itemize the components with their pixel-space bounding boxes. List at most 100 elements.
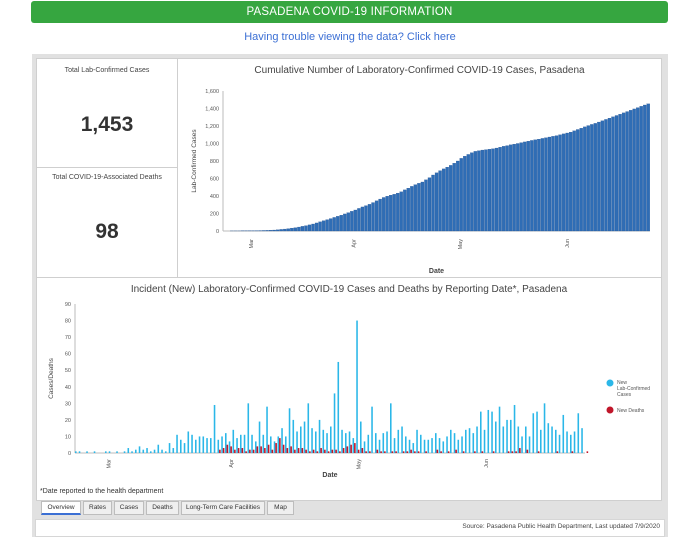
cumulative-bar <box>385 196 389 232</box>
new-cases-bar <box>315 431 317 453</box>
new-deaths-bar <box>474 451 476 453</box>
new-deaths-bar <box>436 449 439 453</box>
cumulative-bar <box>449 165 453 232</box>
cumulative-bar <box>276 229 280 232</box>
cumulative-bar <box>389 195 393 232</box>
new-cases-bar <box>86 451 88 453</box>
cumulative-bar <box>572 130 576 232</box>
tab-overview[interactable]: Overview <box>41 501 81 515</box>
cumulative-chart-panel: Cumulative Number of Laboratory-Confirme… <box>177 58 662 278</box>
new-deaths-bar <box>309 451 311 453</box>
cumulative-bar <box>410 186 414 232</box>
new-cases-bar <box>161 449 163 453</box>
cumulative-bar <box>381 197 386 232</box>
new-deaths-bar <box>395 451 397 453</box>
cumulative-bar <box>336 216 340 232</box>
cumulative-bar <box>343 213 347 232</box>
new-deaths-bar <box>586 451 589 453</box>
x-tick-label: Mar <box>249 239 255 249</box>
x-tick-label: Apr <box>351 239 357 248</box>
new-cases-bar <box>506 419 508 453</box>
new-cases-bar <box>255 441 257 453</box>
trouble-viewing-link[interactable]: Having trouble viewing the data? Click h… <box>244 31 456 43</box>
new-deaths-bar <box>324 449 326 453</box>
cumulative-bar <box>272 229 276 232</box>
new-cases-bar <box>183 443 186 453</box>
new-cases-bar <box>540 429 542 453</box>
new-deaths-bar <box>462 451 465 453</box>
cumulative-bar <box>540 138 545 232</box>
cumulative-bar <box>396 192 400 232</box>
new-deaths-bar <box>357 449 360 453</box>
new-deaths-bar <box>406 451 409 453</box>
cumulative-bar <box>463 156 467 232</box>
cumulative-bar <box>459 158 463 232</box>
source-note: Source: Pasadena Public Health Departmen… <box>462 523 660 530</box>
new-cases-bar <box>521 436 523 453</box>
y-tick-label: 50 <box>65 368 71 374</box>
new-cases-bar <box>453 433 456 453</box>
legend-new-deaths-swatch <box>606 406 614 414</box>
y-tick-label: 1,000 <box>205 142 219 148</box>
cumulative-bar <box>314 222 319 232</box>
new-deaths-bar <box>354 443 356 453</box>
new-cases-bar <box>442 441 445 453</box>
cumulative-bar <box>516 143 520 232</box>
y-tick-label: 1,200 <box>205 124 219 130</box>
cumulative-bar <box>434 172 439 232</box>
new-deaths-bar <box>556 451 559 453</box>
new-deaths-bar <box>305 449 307 453</box>
cumulative-bar <box>569 132 573 232</box>
cumulative-bar <box>473 151 478 232</box>
new-deaths-bar <box>219 449 221 453</box>
tab-rates[interactable]: Rates <box>83 501 112 515</box>
new-cases-bar <box>416 429 418 453</box>
total-cases-value: 1,453 <box>80 113 134 136</box>
cumulative-bar <box>632 108 636 232</box>
tab-cases[interactable]: Cases <box>114 501 144 515</box>
new-cases-bar <box>367 434 370 453</box>
new-cases-bar <box>180 439 182 453</box>
new-cases-bar <box>356 320 358 453</box>
new-cases-bar <box>123 451 126 453</box>
x-axis-title: Date <box>429 268 444 275</box>
new-cases-bar <box>165 451 167 453</box>
new-deaths-bar <box>515 451 517 453</box>
new-deaths-bar <box>417 451 420 453</box>
y-tick-label: 800 <box>210 159 219 165</box>
total-deaths-label: Total COVID-19-Associated Deaths <box>52 174 162 181</box>
cumulative-bar <box>261 230 266 232</box>
new-deaths-bar <box>294 449 296 453</box>
new-cases-bar <box>525 426 527 453</box>
new-cases-bar <box>270 436 272 453</box>
tab-deaths[interactable]: Deaths <box>146 501 179 515</box>
cumulative-bar <box>339 215 343 232</box>
tab-long-term-care[interactable]: Long-Term Care Facilities <box>181 501 265 515</box>
new-cases-bar <box>240 434 242 453</box>
y-axis-title: Cases/Deaths <box>48 357 55 399</box>
new-cases-bar <box>371 406 373 453</box>
new-deaths-bar <box>226 444 229 453</box>
new-cases-bar <box>262 434 265 453</box>
cumulative-bar <box>456 160 460 232</box>
new-cases-bar <box>138 446 141 453</box>
cumulative-bar <box>621 112 626 232</box>
cumulative-bar <box>501 146 506 232</box>
cumulative-bar <box>477 150 481 232</box>
new-cases-bar <box>273 441 276 453</box>
cumulative-bar <box>300 226 305 232</box>
new-deaths-bar <box>369 451 371 453</box>
y-axis-title: Lab-Confirmed Cases <box>191 129 198 193</box>
legend-new-cases-swatch <box>606 379 614 387</box>
new-cases-bar <box>108 451 111 453</box>
new-deaths-bar <box>571 451 574 453</box>
cumulative-bar <box>438 170 442 232</box>
new-deaths-bar <box>455 449 457 453</box>
cumulative-bar <box>593 123 597 232</box>
new-cases-bar <box>495 421 497 453</box>
legend-new-deaths-label: New Deaths <box>617 408 645 414</box>
cumulative-bar <box>646 103 650 232</box>
new-cases-bar <box>420 434 422 453</box>
tab-map[interactable]: Map <box>267 501 294 515</box>
new-cases-bar <box>498 406 501 453</box>
